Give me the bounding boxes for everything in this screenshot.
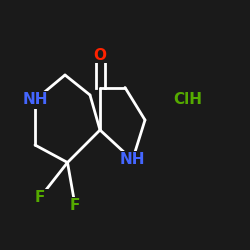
Text: F: F — [35, 190, 45, 205]
Text: NH: NH — [22, 92, 48, 108]
FancyBboxPatch shape — [22, 91, 48, 109]
FancyBboxPatch shape — [31, 190, 49, 206]
Text: NH: NH — [120, 152, 145, 168]
Text: O: O — [94, 48, 106, 62]
FancyBboxPatch shape — [120, 151, 145, 169]
Text: F: F — [70, 198, 80, 212]
FancyBboxPatch shape — [66, 197, 84, 213]
Text: ClH: ClH — [173, 92, 202, 108]
FancyBboxPatch shape — [92, 47, 108, 63]
